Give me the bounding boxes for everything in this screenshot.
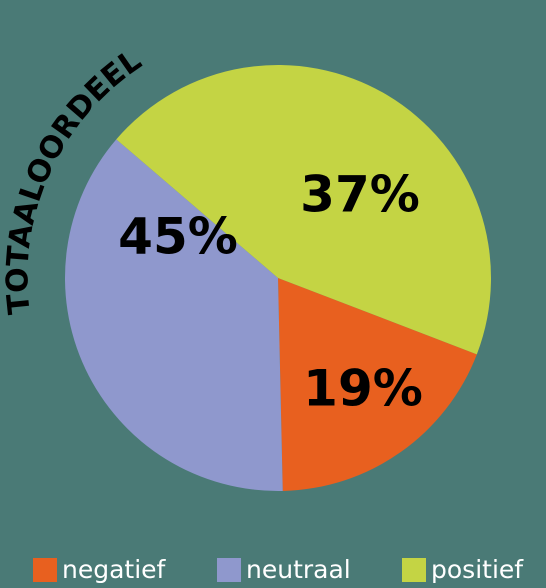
data-label: 45% — [118, 208, 238, 266]
legend-label: positief — [431, 555, 524, 584]
pie-slice — [64, 139, 283, 492]
data-label: 19% — [303, 360, 423, 418]
legend-label: negatief — [62, 555, 167, 584]
pie-slice — [116, 64, 491, 355]
pie-slice — [278, 278, 477, 491]
legend-label: neutraal — [246, 555, 351, 584]
data-label: 37% — [300, 166, 420, 224]
legend-swatch — [33, 558, 57, 582]
legend-swatch — [217, 558, 241, 582]
legend-swatch — [402, 558, 426, 582]
